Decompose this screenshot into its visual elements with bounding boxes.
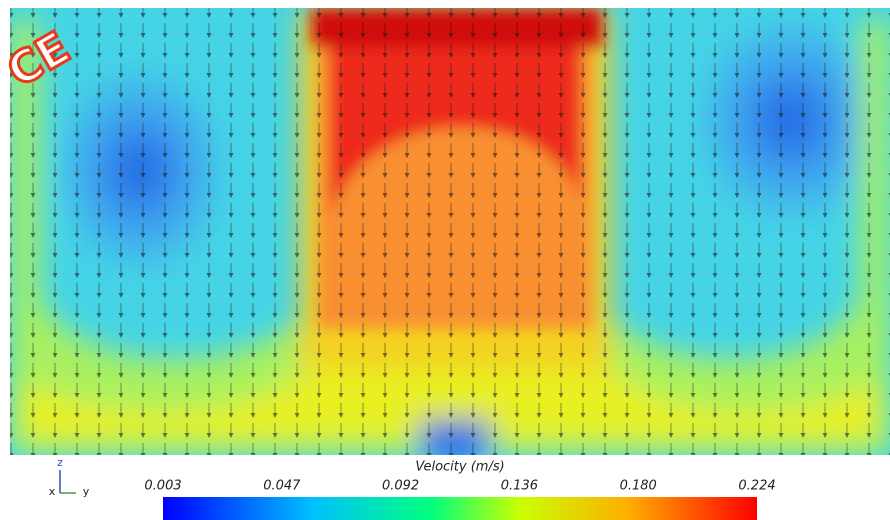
colorbar-labels: 0.003 0.047 0.092 0.136 0.180 0.224: [144, 479, 775, 494]
colorbar-label: 0.092: [382, 479, 419, 494]
colorbar-title: Velocity (m/s): [415, 460, 504, 475]
colorbar-label: 0.136: [501, 479, 538, 494]
axes-triad: z x y: [49, 456, 90, 498]
colorbar: [163, 497, 757, 520]
colorbar-label: 0.003: [144, 479, 181, 494]
triad-label: x: [49, 485, 56, 498]
triad-label: y: [83, 485, 90, 498]
velocity-field: [10, 8, 890, 455]
colorbar-label: 0.180: [620, 479, 657, 494]
colorbar-label: 0.047: [263, 479, 301, 494]
colorbar-label: 0.224: [738, 479, 775, 494]
triad-label: z: [57, 456, 63, 469]
